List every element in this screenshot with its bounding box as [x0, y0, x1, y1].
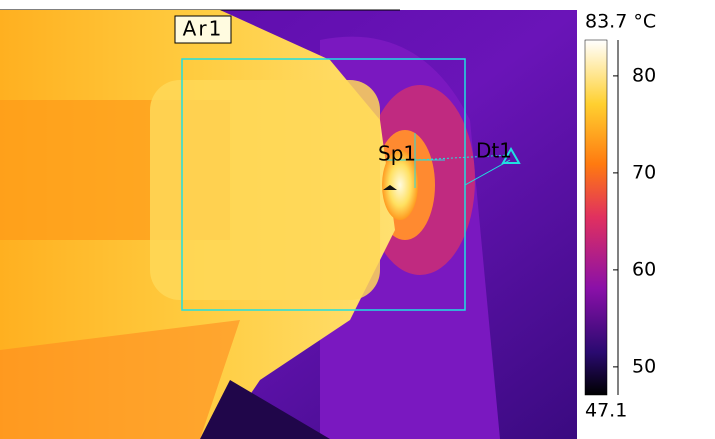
- colorbar-tick-label: 70: [632, 161, 656, 183]
- colorbar-min: 47.1: [585, 400, 627, 422]
- colorbar-tick-label: 50: [632, 355, 656, 377]
- colorbar-gradient: [585, 40, 607, 395]
- area-label: Ar1: [183, 17, 224, 41]
- spot-label: Sp1: [378, 142, 416, 166]
- delta-label: Dt1: [476, 139, 512, 163]
- thermal-image: Ar1 Sp1 Dt1: [0, 0, 577, 439]
- thermal-screen: Ar1 Sp1 Dt1 83.7 °C 47.1 50 60 70 80: [0, 0, 715, 439]
- colorbar-max: 83.7 °C: [585, 11, 656, 33]
- colorbar-tick-label: 80: [632, 64, 656, 86]
- colorbar-tick-label: 60: [632, 258, 656, 280]
